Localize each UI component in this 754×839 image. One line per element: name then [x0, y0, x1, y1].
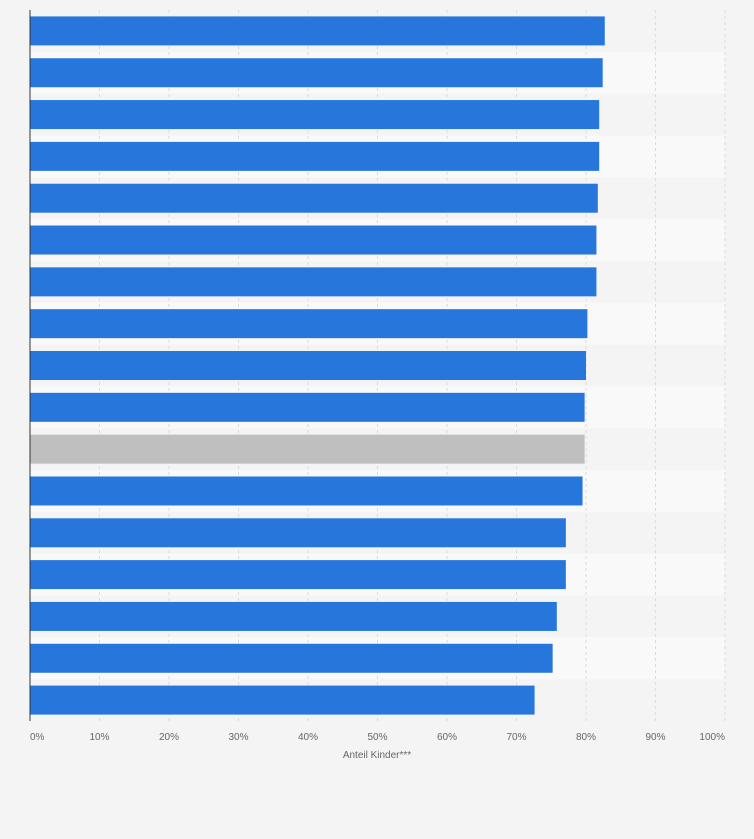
x-tick-label: 0%	[30, 732, 45, 743]
bar	[30, 225, 597, 255]
bar	[30, 476, 583, 506]
bar	[30, 141, 600, 171]
x-tick-label: 20%	[159, 732, 179, 743]
bars	[30, 16, 605, 715]
bar	[30, 560, 566, 590]
x-tick-label: 60%	[437, 732, 457, 743]
bar	[30, 267, 597, 297]
bar	[30, 100, 600, 130]
x-tick-label: 40%	[298, 732, 318, 743]
bar	[30, 58, 603, 88]
x-tick-label: 50%	[367, 732, 387, 743]
x-tick-label: 10%	[89, 732, 109, 743]
bar	[30, 643, 553, 673]
bar-highlighted	[30, 434, 585, 464]
bar	[30, 16, 605, 46]
x-tick-label: 80%	[576, 732, 596, 743]
x-axis-title: Anteil Kinder***	[343, 750, 411, 761]
bar	[30, 685, 535, 715]
x-tick-label: 90%	[645, 732, 665, 743]
bar	[30, 183, 598, 213]
x-tick-label: 100%	[699, 732, 725, 743]
x-tick-label: 70%	[506, 732, 526, 743]
bar	[30, 351, 586, 380]
bar	[30, 309, 588, 339]
x-tick-labels: 0% 10% 20% 30% 40% 50% 60% 70% 80% 90% 100%	[30, 732, 725, 743]
bar	[30, 601, 557, 631]
bar	[30, 518, 566, 548]
x-tick-label: 30%	[228, 732, 248, 743]
bar	[30, 392, 585, 422]
